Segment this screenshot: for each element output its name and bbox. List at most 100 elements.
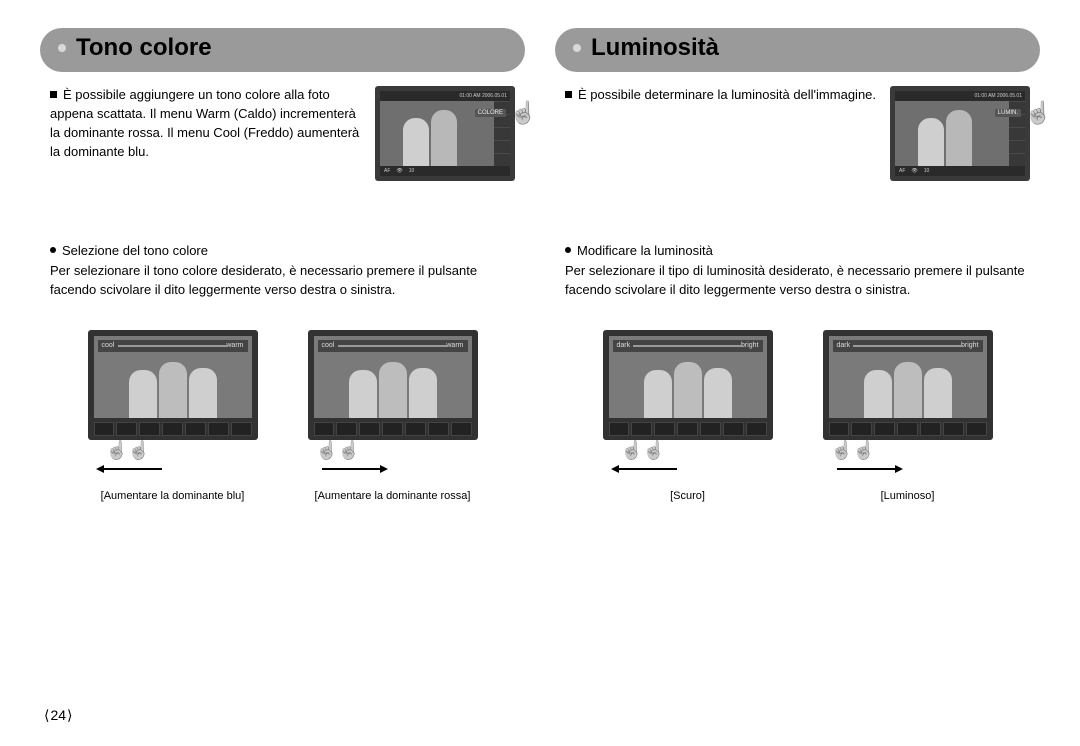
hand-pointer-icon: ☝	[510, 100, 537, 126]
lcd-timestamp: 01:00 AM 2006.05.01	[974, 93, 1022, 99]
touch-buttons-row	[609, 422, 767, 436]
touch-buttons-row	[94, 422, 252, 436]
lcd-count: 10	[409, 168, 415, 174]
hand-pointer-icon: ☝	[1025, 100, 1052, 126]
arrow-right-icon	[322, 468, 382, 470]
slider-left-label: dark	[617, 342, 631, 349]
photo-placeholder	[619, 356, 757, 418]
square-bullet-icon	[565, 91, 572, 98]
thumb-block-warm: cool warm ☝ ☝	[308, 330, 478, 502]
slider-left-label: cool	[322, 342, 335, 349]
thumbnail-row-left: cool warm ☝ ☝	[40, 330, 525, 502]
section-header-right: Luminosità	[555, 28, 1040, 72]
lcd-bottombar: AF 👁 10	[380, 166, 510, 176]
slider-bar: dark bright	[613, 340, 763, 352]
hand-pointer-icon: ☝	[853, 440, 875, 461]
lcd-screen: 01:00 AM 2006.05.01 COLORE AF 👁 10	[380, 91, 510, 176]
intro-paragraph: È possibile determinare la luminosità de…	[578, 87, 876, 102]
sub-heading: Selezione del tono colore	[62, 243, 208, 258]
arrow-left-icon	[617, 468, 677, 470]
lcd-bottombar: AF 👁 10	[895, 166, 1025, 176]
hand-pointer-icon: ☝	[643, 440, 665, 461]
thumb-caption: [Aumentare la dominante blu]	[88, 490, 258, 502]
thumb-screen: cool warm	[314, 336, 472, 418]
left-column: Tono colore È possibile aggiungere un to…	[40, 28, 525, 502]
slider-bar: dark bright	[833, 340, 983, 352]
photo-placeholder	[839, 356, 977, 418]
photo-placeholder	[104, 356, 242, 418]
arrow-right-icon	[837, 468, 897, 470]
camera-lcd-preview-left: 01:00 AM 2006.05.01 COLORE AF 👁 10 ☝	[375, 86, 525, 181]
thumb-screen: cool warm	[94, 336, 252, 418]
page-number: 24	[44, 707, 73, 724]
thumb-frame: dark bright	[603, 330, 773, 440]
lcd-count: 10	[924, 168, 930, 174]
lcd-topbar: 01:00 AM 2006.05.01	[895, 91, 1025, 101]
slider-right-label: bright	[961, 342, 979, 349]
touch-buttons-row	[314, 422, 472, 436]
hand-pointer-icon: ☝	[316, 440, 338, 461]
hand-pointer-icon: ☝	[831, 440, 853, 461]
thumb-frame: cool warm	[308, 330, 478, 440]
dot-bullet-icon	[565, 247, 571, 253]
section-header-left: Tono colore	[40, 28, 525, 72]
section-title: Tono colore	[76, 34, 212, 62]
slider-bar: cool warm	[98, 340, 248, 352]
lcd-frame: 01:00 AM 2006.05.01 COLORE AF 👁 10	[375, 86, 515, 181]
square-bullet-icon	[50, 91, 57, 98]
hand-pointer-icon: ☝	[338, 440, 360, 461]
slider-left-label: dark	[837, 342, 851, 349]
slider-right-label: warm	[446, 342, 463, 349]
subsection-right: Modificare la luminosità Per selezionare…	[555, 241, 1040, 300]
thumb-block-dark: dark bright ☝ ☝	[603, 330, 773, 502]
intro-paragraph: È possibile aggiungere un tono colore al…	[50, 87, 359, 159]
dot-bullet-icon	[50, 247, 56, 253]
thumb-caption: [Scuro]	[603, 490, 773, 502]
thumb-screen: dark bright	[829, 336, 987, 418]
page-two-column: Tono colore È possibile aggiungere un to…	[40, 28, 1040, 502]
gesture-indicator: ☝ ☝	[823, 446, 993, 484]
sub-text: Per selezionare il tono colore desiderat…	[50, 263, 477, 298]
thumb-block-bright: dark bright ☝ ☝	[823, 330, 993, 502]
photo-placeholder	[390, 103, 470, 168]
slider-right-label: bright	[741, 342, 759, 349]
header-dot-icon	[573, 44, 581, 52]
gesture-indicator: ☝ ☝	[603, 446, 773, 484]
thumb-frame: dark bright	[823, 330, 993, 440]
hand-pointer-icon: ☝	[106, 440, 128, 461]
gesture-indicator: ☝ ☝	[88, 446, 258, 484]
lcd-screen: 01:00 AM 2006.05.01 LUMIN. AF 👁 10	[895, 91, 1025, 176]
lcd-af-label: AF	[899, 168, 905, 174]
right-column: Luminosità È possibile determinare la lu…	[555, 28, 1040, 502]
photo-placeholder	[324, 356, 462, 418]
intro-row-left: È possibile aggiungere un tono colore al…	[40, 86, 525, 181]
intro-text-left: È possibile aggiungere un tono colore al…	[40, 86, 361, 161]
touch-buttons-row	[829, 422, 987, 436]
photo-placeholder	[905, 103, 985, 168]
lcd-timestamp: 01:00 AM 2006.05.01	[459, 93, 507, 99]
lcd-frame: 01:00 AM 2006.05.01 LUMIN. AF 👁 10	[890, 86, 1030, 181]
section-title: Luminosità	[591, 34, 719, 62]
camera-lcd-preview-right: 01:00 AM 2006.05.01 LUMIN. AF 👁 10 ☝	[890, 86, 1040, 181]
sub-heading: Modificare la luminosità	[577, 243, 713, 258]
menu-label: COLORE	[475, 109, 506, 117]
hand-pointer-icon: ☝	[128, 440, 150, 461]
lcd-topbar: 01:00 AM 2006.05.01	[380, 91, 510, 101]
hand-pointer-icon: ☝	[621, 440, 643, 461]
sub-text: Per selezionare il tipo di luminosità de…	[565, 263, 1025, 298]
subsection-left: Selezione del tono colore Per selezionar…	[40, 241, 525, 300]
thumb-block-cool: cool warm ☝ ☝	[88, 330, 258, 502]
intro-text-right: È possibile determinare la luminosità de…	[555, 86, 876, 105]
thumb-frame: cool warm	[88, 330, 258, 440]
slider-bar: cool warm	[318, 340, 468, 352]
header-dot-icon	[58, 44, 66, 52]
thumb-screen: dark bright	[609, 336, 767, 418]
thumbnail-row-right: dark bright ☝ ☝	[555, 330, 1040, 502]
thumb-caption: [Luminoso]	[823, 490, 993, 502]
gesture-indicator: ☝ ☝	[308, 446, 478, 484]
lcd-af-label: AF	[384, 168, 390, 174]
slider-left-label: cool	[102, 342, 115, 349]
menu-label: LUMIN.	[995, 109, 1021, 117]
intro-row-right: È possibile determinare la luminosità de…	[555, 86, 1040, 181]
thumb-caption: [Aumentare la dominante rossa]	[308, 490, 478, 502]
